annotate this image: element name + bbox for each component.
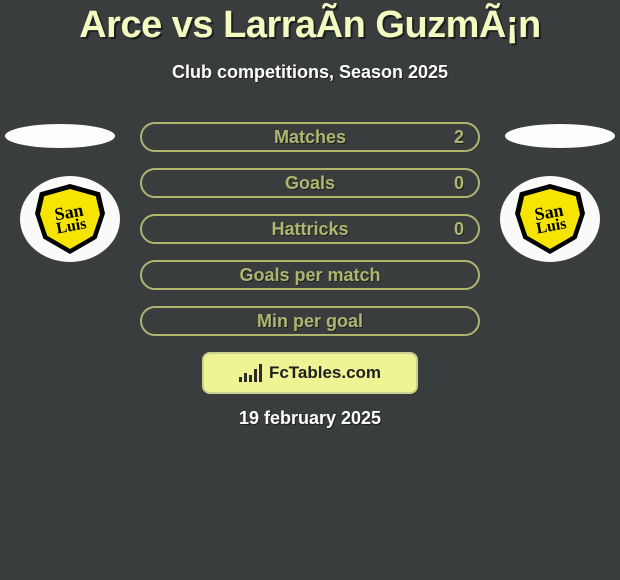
- stat-row-hattricks: Hattricks 0: [140, 214, 480, 244]
- date-label: 19 february 2025: [0, 408, 620, 429]
- stat-row-goals-per-match: Goals per match: [140, 260, 480, 290]
- club-badge-line2: Luis: [55, 217, 87, 236]
- stat-label: Goals per match: [239, 265, 380, 286]
- stat-right-value: 0: [454, 170, 464, 196]
- page-title: Arce vs LarraÃ­n GuzmÃ¡n: [0, 4, 620, 47]
- stats-list: Matches 2 Goals 0 Hattricks 0 Goals per …: [140, 122, 480, 352]
- club-badge-line2: Luis: [535, 217, 567, 236]
- club-right-badge: San Luis: [500, 176, 600, 262]
- subtitle: Club competitions, Season 2025: [0, 62, 620, 83]
- bar-chart-icon: [239, 364, 262, 382]
- club-left-badge: San Luis: [20, 176, 120, 262]
- watermark-badge: FcTables.com: [202, 352, 418, 394]
- stat-label: Goals: [285, 173, 335, 194]
- stat-row-min-per-goal: Min per goal: [140, 306, 480, 336]
- stat-right-value: 2: [454, 124, 464, 150]
- stat-label: Hattricks: [271, 219, 348, 240]
- comparison-card: Arce vs LarraÃ­n GuzmÃ¡n Club competitio…: [0, 0, 620, 580]
- stat-row-goals: Goals 0: [140, 168, 480, 198]
- shield-icon: San Luis: [515, 184, 585, 254]
- watermark-text: FcTables.com: [269, 363, 381, 383]
- stat-right-value: 0: [454, 216, 464, 242]
- shield-icon: San Luis: [35, 184, 105, 254]
- stat-label: Min per goal: [257, 311, 363, 332]
- stat-row-matches: Matches 2: [140, 122, 480, 152]
- stat-label: Matches: [274, 127, 346, 148]
- player-left-avatar-placeholder: [5, 124, 115, 148]
- player-right-avatar-placeholder: [505, 124, 615, 148]
